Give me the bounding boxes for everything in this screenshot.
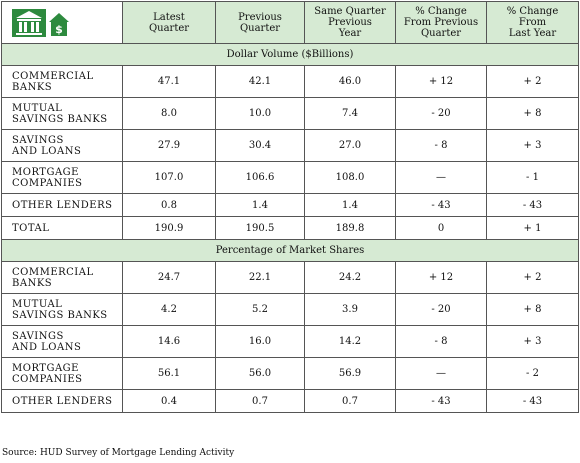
cell-latest: 8.0	[122, 97, 216, 130]
cell-previous: 10.0	[215, 97, 305, 130]
cell-chg-prev-quarter: + 12	[395, 261, 487, 294]
cell-same-quarter-prev-year: 46.0	[304, 65, 396, 98]
cell-same-quarter-prev-year: 27.0	[304, 129, 396, 162]
cell-chg-last-year: - 43	[486, 389, 579, 413]
row-label: SAVINGS AND LOANS	[1, 325, 123, 358]
cell-previous: 30.4	[215, 129, 305, 162]
cell-chg-last-year: + 1	[486, 216, 579, 240]
svg-text:$: $	[55, 23, 63, 36]
cell-same-quarter-prev-year: 7.4	[304, 97, 396, 130]
column-header-2: Previous Quarter	[215, 1, 305, 44]
section-header: Percentage of Market Shares	[1, 239, 579, 262]
cell-chg-prev-quarter: - 20	[395, 97, 487, 130]
column-header-3: Same Quarter Previous Year	[304, 1, 396, 44]
cell-chg-prev-quarter: —	[395, 161, 487, 194]
cell-previous: 56.0	[215, 357, 305, 390]
table-row: COMMERCIAL BANKS 24.7 22.1 24.2 + 12 + 2	[1, 261, 579, 294]
cell-same-quarter-prev-year: 24.2	[304, 261, 396, 294]
table-row: MORTGAGE COMPANIES 56.1 56.0 56.9— - 2	[1, 357, 579, 390]
row-label: COMMERCIAL BANKS	[1, 261, 123, 294]
table-row: MUTUAL SAVINGS BANKS 8.0 10.0 7.4- 20 + 8	[1, 97, 579, 130]
cell-latest: 24.7	[122, 261, 216, 294]
row-label: COMMERCIAL BANKS	[1, 65, 123, 98]
cell-same-quarter-prev-year: 56.9	[304, 357, 396, 390]
row-label: OTHER LENDERS	[1, 389, 123, 413]
cell-latest: 56.1	[122, 357, 216, 390]
cell-same-quarter-prev-year: 1.4	[304, 193, 396, 217]
cell-chg-prev-quarter: - 43	[395, 389, 487, 413]
row-label: MUTUAL SAVINGS BANKS	[1, 97, 123, 130]
cell-chg-last-year: - 43	[486, 193, 579, 217]
cell-chg-last-year: - 2	[486, 357, 579, 390]
row-label: MORTGAGE COMPANIES	[1, 161, 123, 194]
cell-previous: 22.1	[215, 261, 305, 294]
house-dollar-icon: $	[49, 12, 69, 36]
cell-same-quarter-prev-year: 108.0	[304, 161, 396, 194]
column-header-1: Latest Quarter	[122, 1, 216, 44]
cell-previous: 5.2	[215, 293, 305, 326]
cell-latest: 14.6	[122, 325, 216, 358]
cell-latest: 47.1	[122, 65, 216, 98]
table-row: SAVINGS AND LOANS 27.9 30.4 27.0- 8 + 3	[1, 129, 579, 162]
logo: $	[12, 8, 69, 37]
table-row: COMMERCIAL BANKS 47.1 42.1 46.0 + 12 + 2	[1, 65, 579, 98]
cell-chg-last-year: + 2	[486, 261, 579, 294]
cell-previous: 16.0	[215, 325, 305, 358]
cell-latest: 0.4	[122, 389, 216, 413]
row-label: MUTUAL SAVINGS BANKS	[1, 293, 123, 326]
column-header-5: % Change From Last Year	[486, 1, 579, 44]
cell-chg-prev-quarter: 0	[395, 216, 487, 240]
cell-chg-last-year: + 8	[486, 97, 579, 130]
cell-previous: 190.5	[215, 216, 305, 240]
cell-chg-last-year: + 3	[486, 325, 579, 358]
section-title: Percentage of Market Shares	[1, 239, 579, 262]
table-row: OTHER LENDERS 0.8 1.4 1.4- 43- 43	[1, 193, 579, 217]
source-note: Source: HUD Survey of Mortgage Lending A…	[2, 448, 235, 458]
cell-latest: 27.9	[122, 129, 216, 162]
table-row: MORTGAGE COMPANIES 107.0 106.6 108.0— - 1	[1, 161, 579, 194]
table-row: TOTAL 190.9 190.5 189.8 0 + 1	[1, 216, 579, 240]
cell-latest: 107.0	[122, 161, 216, 194]
cell-chg-prev-quarter: - 8	[395, 129, 487, 162]
cell-chg-prev-quarter: - 8	[395, 325, 487, 358]
logo-cell: $	[1, 1, 123, 44]
cell-previous: 0.7	[215, 389, 305, 413]
cell-chg-prev-quarter: - 20	[395, 293, 487, 326]
cell-previous: 42.1	[215, 65, 305, 98]
bank-building-icon	[12, 8, 46, 37]
section-title: Dollar Volume ($Billions)	[1, 43, 579, 66]
cell-same-quarter-prev-year: 3.9	[304, 293, 396, 326]
mortgage-lending-table: $ Latest Quarter Previous Quarter Same Quart…	[1, 1, 579, 413]
header-row: $ Latest Quarter Previous Quarter Same Quart…	[1, 1, 579, 44]
cell-latest: 0.8	[122, 193, 216, 217]
cell-same-quarter-prev-year: 0.7	[304, 389, 396, 413]
table-row: OTHER LENDERS 0.4 0.7 0.7- 43- 43	[1, 389, 579, 413]
cell-chg-prev-quarter: —	[395, 357, 487, 390]
cell-chg-prev-quarter: + 12	[395, 65, 487, 98]
cell-chg-prev-quarter: - 43	[395, 193, 487, 217]
column-header-4: % Change From Previous Quarter	[395, 1, 487, 44]
row-label: TOTAL	[1, 216, 123, 240]
cell-previous: 1.4	[215, 193, 305, 217]
cell-same-quarter-prev-year: 14.2	[304, 325, 396, 358]
row-label: SAVINGS AND LOANS	[1, 129, 123, 162]
cell-chg-last-year: + 8	[486, 293, 579, 326]
row-label: MORTGAGE COMPANIES	[1, 357, 123, 390]
cell-chg-last-year: - 1	[486, 161, 579, 194]
row-label: OTHER LENDERS	[1, 193, 123, 217]
cell-latest: 190.9	[122, 216, 216, 240]
table-row: SAVINGS AND LOANS 14.6 16.0 14.2- 8 + 3	[1, 325, 579, 358]
cell-same-quarter-prev-year: 189.8	[304, 216, 396, 240]
cell-chg-last-year: + 2	[486, 65, 579, 98]
cell-latest: 4.2	[122, 293, 216, 326]
cell-previous: 106.6	[215, 161, 305, 194]
cell-chg-last-year: + 3	[486, 129, 579, 162]
table-row: MUTUAL SAVINGS BANKS 4.2 5.2 3.9- 20 + 8	[1, 293, 579, 326]
section-header: Dollar Volume ($Billions)	[1, 43, 579, 66]
